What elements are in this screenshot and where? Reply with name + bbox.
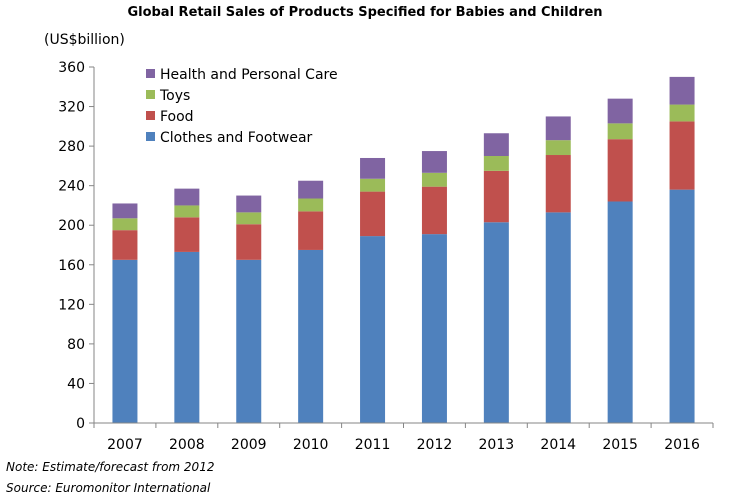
legend-label-3: Clothes and Footwear [160,130,313,146]
y-tick-label-360: 360 [58,60,85,76]
x-tick-label-2008: 2008 [169,437,205,453]
bar-2016-series-3 [669,76,695,105]
bar-2015-series-2 [607,123,633,140]
bar-2010-series-2 [298,198,324,212]
bar-2008-series-3 [174,188,200,206]
x-tick-label-2015: 2015 [602,437,638,453]
x-tick-label-2016: 2016 [664,437,700,453]
y-axis-unit-label: (US$billion) [44,32,125,48]
bar-2010-series-0 [298,249,324,423]
legend-swatch-1 [146,90,155,99]
bar-2011-series-2 [360,178,386,192]
bar-2015-series-3 [607,98,633,124]
bar-2016-series-2 [669,104,695,122]
bar-2013-series-2 [483,156,509,171]
bar-2011-series-1 [360,191,386,237]
y-tick-label-200: 200 [58,218,85,234]
bar-2007-series-0 [112,259,138,423]
x-tick-label-2007: 2007 [107,437,143,453]
bar-2007-series-1 [112,230,138,260]
bar-2011-series-0 [360,236,386,423]
x-tick-label-2011: 2011 [355,437,391,453]
bar-2012-series-0 [421,234,447,423]
bar-2012-series-2 [421,172,447,187]
bar-2016-series-1 [669,121,695,190]
y-tick-label-80: 80 [67,337,85,353]
legend: Health and Personal Care Toys Food Clothes … [146,67,338,146]
y-tick-label-40: 40 [67,376,85,392]
x-tick-label-2013: 2013 [479,437,515,453]
bar-2011-series-3 [360,157,386,179]
bar-2009-series-1 [236,224,262,260]
y-tick-label-120: 120 [58,297,85,313]
bar-2007-series-2 [112,218,138,231]
bar-2012-series-3 [421,151,447,173]
bar-2014-series-2 [545,140,571,156]
legend-swatch-0 [146,69,155,78]
bar-2015-series-1 [607,139,633,202]
source-text: Source: Euromonitor International [6,481,211,495]
y-tick-label-160: 160 [58,258,85,274]
legend-swatch-2 [146,111,155,120]
bar-2009-series-3 [236,195,262,213]
legend-label-1: Toys [159,88,190,104]
bar-2008-series-2 [174,205,200,218]
bars-layer [112,76,695,423]
bar-2009-series-2 [236,212,262,225]
bar-2007-series-3 [112,203,138,219]
legend-swatch-3 [146,132,155,141]
x-tick-label-2010: 2010 [293,437,329,453]
y-tick-label-0: 0 [76,416,85,432]
chart-title: Global Retail Sales of Products Specifie… [127,5,603,20]
legend-label-0: Health and Personal Care [160,67,338,83]
y-tick-label-240: 240 [58,179,85,195]
bar-2016-series-0 [669,189,695,423]
bar-2013-series-1 [483,170,509,223]
legend-label-2: Food [160,109,194,125]
bar-2008-series-0 [174,251,200,423]
bar-2010-series-1 [298,211,324,250]
bar-2014-series-0 [545,212,571,423]
x-tick-label-2014: 2014 [540,437,576,453]
bar-2014-series-3 [545,116,571,141]
bar-2012-series-1 [421,186,447,235]
bar-2014-series-1 [545,155,571,213]
bar-2015-series-0 [607,201,633,423]
y-tick-label-320: 320 [58,100,85,116]
bar-2013-series-3 [483,133,509,156]
bar-2009-series-0 [236,259,262,423]
note-text: Note: Estimate/forecast from 2012 [6,460,215,474]
x-tick-label-2009: 2009 [231,437,267,453]
axes-layer: 0 40 80 120 160 200 240 280 320 360 2007 2008 2009 20… [58,60,714,453]
x-tick-label-2012: 2012 [417,437,453,453]
bar-2010-series-3 [298,180,324,199]
bar-2013-series-0 [483,222,509,423]
y-tick-label-280: 280 [58,139,85,155]
bar-2008-series-1 [174,217,200,252]
